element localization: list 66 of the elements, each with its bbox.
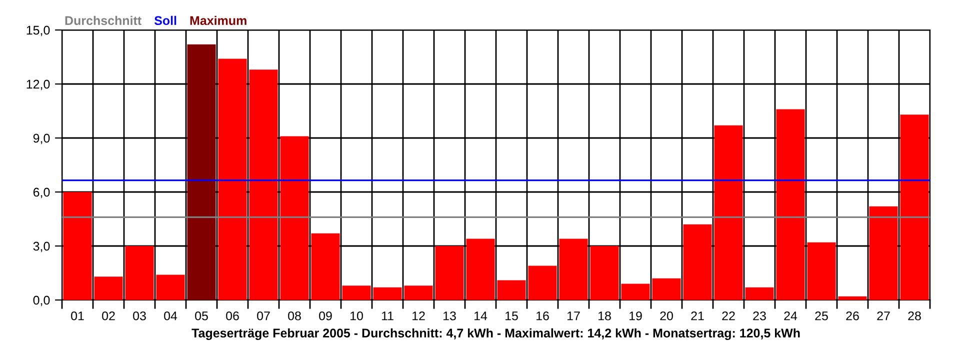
bar — [621, 284, 650, 300]
x-tick-label: 18 — [598, 311, 611, 320]
bar — [683, 224, 712, 300]
x-tick-label: 20 — [660, 311, 673, 320]
bar — [590, 246, 619, 300]
x-tick-label: 19 — [630, 311, 642, 320]
x-tick-label: 12 — [412, 311, 425, 320]
x-tick-label: 11 — [382, 312, 394, 320]
bar — [218, 58, 247, 300]
bar — [869, 206, 898, 300]
x-tick-label: 25 — [815, 311, 828, 320]
x-tick-label: 03 — [133, 311, 146, 320]
bar — [280, 136, 309, 300]
bar — [838, 296, 867, 300]
bar — [714, 125, 743, 300]
x-tick-label: 15 — [506, 312, 518, 320]
bar — [187, 44, 216, 300]
bar — [373, 287, 402, 300]
x-tick-label: 09 — [319, 311, 332, 320]
y-tick-label: 6,0 — [33, 188, 50, 198]
bar — [63, 192, 92, 300]
x-tick-label: 10 — [350, 311, 363, 320]
bar — [125, 246, 154, 300]
bar — [404, 286, 433, 300]
bar — [249, 70, 278, 300]
bar — [156, 274, 185, 300]
x-tick-label: 16 — [536, 311, 549, 320]
y-tick-label: 12,0 — [26, 80, 50, 90]
ref-line-label: Soll — [154, 16, 176, 26]
x-tick-label: 06 — [226, 311, 239, 320]
series-label: Maximum — [190, 16, 246, 26]
x-tick-label: 28 — [908, 311, 921, 320]
y-tick-label: 0,0 — [33, 296, 50, 306]
x-tick-label: 26 — [846, 311, 859, 320]
bar — [559, 238, 588, 300]
x-tick-label: 07 — [257, 311, 270, 320]
bar — [807, 242, 836, 300]
bar — [776, 109, 805, 300]
bar — [435, 246, 464, 300]
x-axis-title: Tageserträge Februar 2005 - Durchschnitt: 4,7 kWh - Maximalwert: 14,2 kWh - Monatsertrag: 120,5 kWh — [192, 328, 800, 340]
x-tick-label: 08 — [288, 311, 301, 320]
x-tick-label: 02 — [102, 311, 115, 320]
x-tick-label: 27 — [877, 311, 890, 320]
x-tick-label: 24 — [784, 311, 798, 320]
y-tick-label: 9,0 — [33, 134, 50, 144]
bar — [311, 233, 340, 300]
y-tick-label: 3,0 — [33, 242, 50, 252]
x-tick-label: 04 — [164, 311, 178, 320]
x-tick-label: 22 — [722, 311, 735, 320]
bar — [900, 114, 929, 300]
bar — [528, 266, 557, 300]
bar — [497, 280, 526, 300]
x-tick-label: 14 — [474, 312, 488, 320]
x-tick-label: 21 — [691, 311, 704, 320]
x-tick-label: 23 — [753, 311, 766, 320]
y-tick-label: 15,0 — [26, 26, 50, 36]
bar — [652, 278, 681, 300]
bar — [466, 238, 495, 300]
ref-line-label: Durchschnitt — [65, 16, 142, 26]
bar — [94, 276, 123, 300]
x-tick-label: 01 — [71, 311, 84, 320]
bar — [342, 286, 371, 300]
bar — [745, 287, 774, 300]
x-tick-label: 17 — [568, 312, 580, 320]
x-tick-label: 05 — [195, 311, 208, 320]
x-tick-label: 13 — [444, 311, 456, 320]
